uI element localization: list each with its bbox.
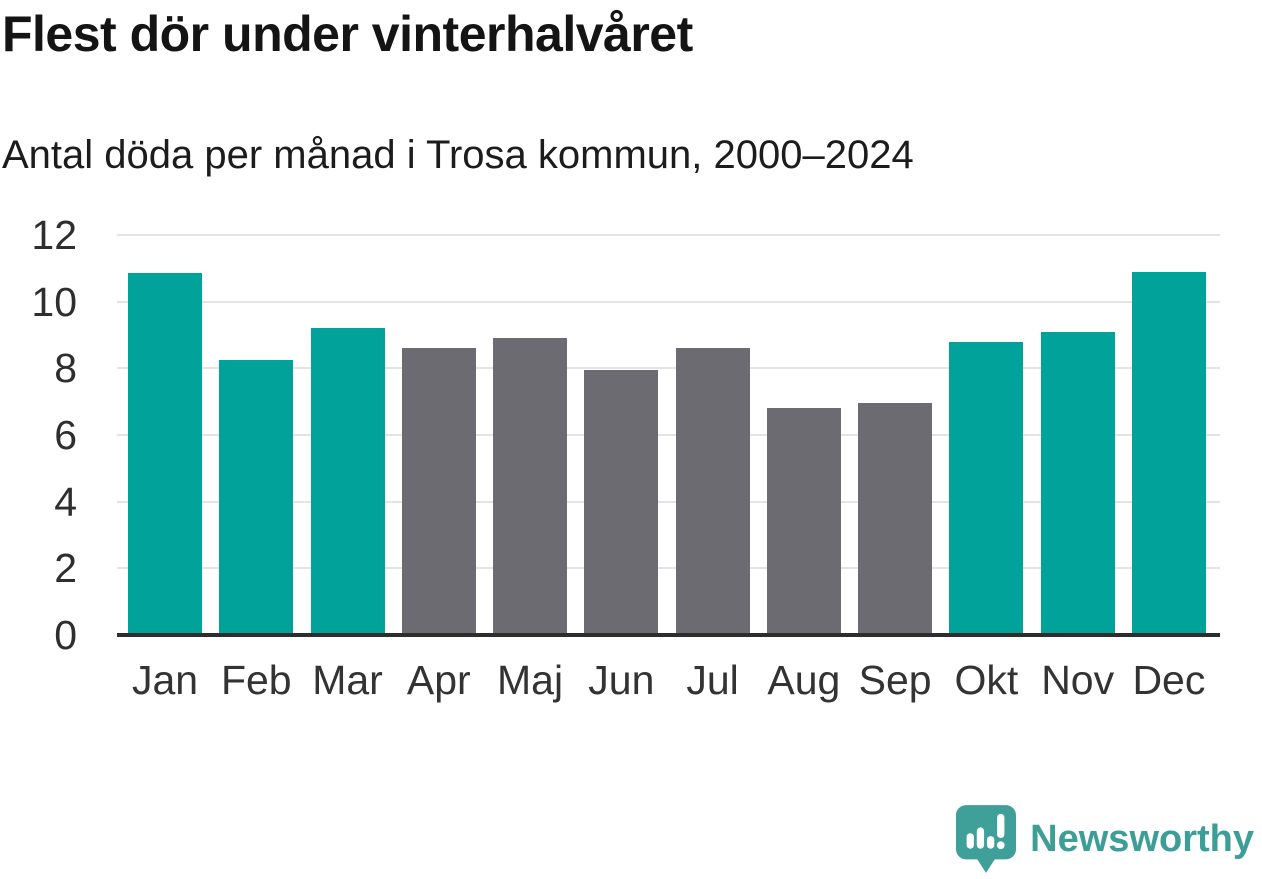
x-axis-labels: Jan Feb Mar Apr Maj Jun Jul Aug Sep Okt Nov Dec xyxy=(117,657,1220,703)
y-tick-label-4: 4 xyxy=(54,478,77,525)
bar-mar xyxy=(310,328,385,635)
y-axis-labels: 0 2 4 6 8 10 12 xyxy=(0,212,97,658)
y-tick-label-8: 8 xyxy=(54,345,77,392)
chart-title: Flest dör under vinterhalvåret xyxy=(2,6,693,62)
x-tick-label-okt: Okt xyxy=(954,657,1019,703)
bar-dec xyxy=(1131,271,1206,635)
x-tick-label-maj: Maj xyxy=(497,657,564,703)
x-tick-label-aug: Aug xyxy=(767,657,841,703)
bar-jan xyxy=(128,273,202,635)
gridline-2 xyxy=(117,567,1220,570)
gridline-12 xyxy=(117,234,1220,236)
bars-container xyxy=(117,235,1220,635)
x-tick-label-sep: Sep xyxy=(858,657,932,703)
bar-jun xyxy=(584,370,659,635)
bar-apr xyxy=(401,348,476,635)
gridline-10 xyxy=(117,300,1220,303)
newsworthy-logo-text: Newsworthy xyxy=(1030,817,1254,860)
bar-okt xyxy=(949,341,1024,635)
bar-sep xyxy=(858,403,933,635)
x-tick-label-nov: Nov xyxy=(1041,657,1115,703)
x-tick-label-apr: Apr xyxy=(406,657,471,703)
gridline-8 xyxy=(117,367,1220,370)
bar-chart-plot: 0 2 4 6 8 10 12 Jan Feb Mar Apr Maj Jun Jul Aug Sep Okt… xyxy=(31,212,1220,703)
x-tick-label-jan: Jan xyxy=(131,657,199,703)
gridline-4 xyxy=(117,500,1220,503)
y-tick-label-2: 2 xyxy=(54,545,77,592)
x-tick-label-mar: Mar xyxy=(312,657,383,703)
x-axis-line xyxy=(117,633,1220,637)
x-tick-label-jun: Jun xyxy=(588,657,655,703)
bar-maj xyxy=(493,338,568,635)
bar-jul xyxy=(675,348,750,635)
y-tick-label-12: 12 xyxy=(31,212,77,258)
bar-feb xyxy=(219,360,294,635)
x-tick-label-feb: Feb xyxy=(220,657,292,703)
chart-subtitle: Antal döda per månad i Trosa kommun, 200… xyxy=(2,133,914,177)
x-tick-label-dec: Dec xyxy=(1132,657,1206,703)
bar-nov xyxy=(1040,331,1115,635)
y-tick-label-6: 6 xyxy=(54,412,77,458)
x-tick-label-jul: Jul xyxy=(686,657,739,703)
newsworthy-bubble-chart-icon xyxy=(956,805,1017,873)
gridline-6 xyxy=(117,434,1220,436)
bar-aug xyxy=(766,408,841,635)
y-tick-label-10: 10 xyxy=(31,278,77,325)
newsworthy-logo: Newsworthy xyxy=(955,803,1254,875)
y-tick-label-0: 0 xyxy=(54,612,77,658)
